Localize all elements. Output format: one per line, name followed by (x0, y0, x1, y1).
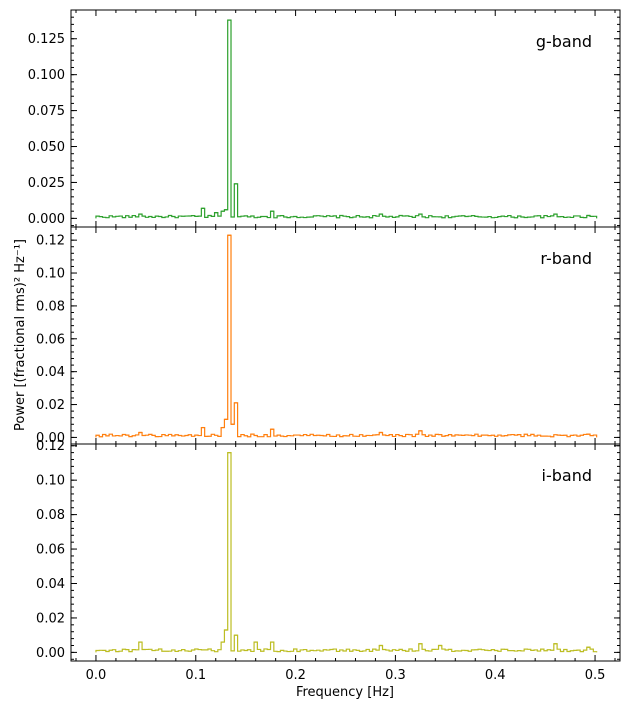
y-tick-label: 0.04 (36, 577, 65, 592)
band-label-g-band: g-band (536, 32, 592, 51)
x-axis-label: Frequency [Hz] (296, 685, 394, 700)
y-tick-label: 0.06 (36, 543, 65, 558)
band-label-r-band: r-band (540, 249, 592, 268)
x-tick-label: 0.2 (285, 668, 306, 683)
y-tick-label: 0.12 (36, 439, 65, 454)
y-tick-label: 0.08 (36, 508, 65, 523)
x-tick-label: 0.0 (86, 668, 107, 683)
y-tick-label: 0.00 (36, 431, 65, 446)
x-tick-label: 0.5 (585, 668, 606, 683)
x-tick-label: 0.1 (185, 668, 206, 683)
y-tick-label: 0.050 (28, 140, 65, 155)
series-line-i-band (95, 452, 598, 653)
y-tick-label: 0.075 (28, 104, 65, 119)
y-tick-label: 0.02 (36, 611, 65, 626)
y-tick-label: 0.06 (36, 332, 65, 347)
band-label-i-band: i-band (542, 466, 592, 485)
y-tick-label: 0.025 (28, 176, 65, 191)
y-tick-label: 0.12 (36, 234, 65, 249)
y-tick-label: 0.10 (36, 267, 65, 282)
y-tick-label: 0.10 (36, 474, 65, 489)
y-tick-label: 0.100 (28, 68, 65, 83)
y-tick-label: 0.08 (36, 299, 65, 314)
y-tick-label: 0.02 (36, 398, 65, 413)
series-line-g-band (95, 19, 598, 219)
panel-frame-i-band (70, 443, 621, 662)
panel-frame-r-band (70, 226, 621, 445)
y-tick-label: 0.000 (28, 212, 65, 227)
y-tick-label: 0.04 (36, 365, 65, 380)
y-axis-label: Power [(fractional rms)² Hz⁻¹] (13, 239, 28, 431)
y-tick-label: 0.00 (36, 646, 65, 661)
x-tick-label: 0.3 (385, 668, 406, 683)
series-line-r-band (95, 234, 598, 438)
x-tick-label: 0.4 (485, 668, 506, 683)
y-tick-label: 0.125 (28, 32, 65, 47)
